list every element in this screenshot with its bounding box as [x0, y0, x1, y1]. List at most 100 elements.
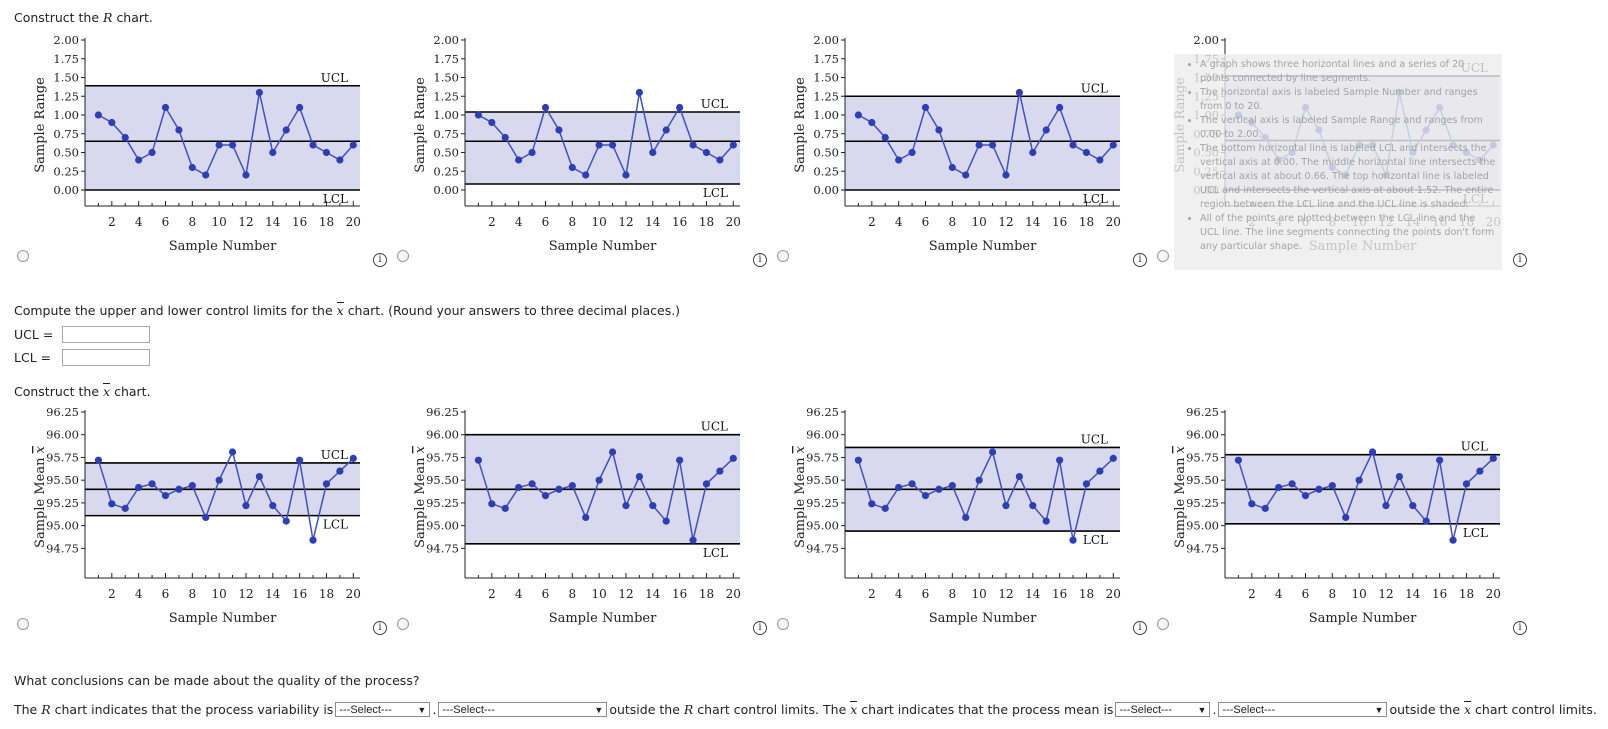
- lcl-input[interactable]: [62, 349, 150, 366]
- xbar-outside-select[interactable]: ---Select--- ▼: [1218, 702, 1388, 717]
- data-point: [228, 141, 237, 149]
- data-point: [349, 141, 357, 149]
- data-point: [1422, 517, 1430, 525]
- lcl-label: LCL: [703, 186, 728, 200]
- x-tick-label: 2: [1248, 587, 1256, 601]
- y-axis-title-symbol: x: [1173, 445, 1188, 453]
- data-point: [689, 141, 697, 149]
- x-tick-label: 4: [515, 587, 523, 601]
- y-tick-label: 1.75: [1193, 52, 1219, 66]
- xbar-chart-radio-3[interactable]: [777, 618, 789, 630]
- x-tick-label: 18: [319, 215, 334, 229]
- x-tick-label: 2: [868, 587, 876, 601]
- y-tick-label: 0.75: [53, 127, 79, 141]
- x-tick-label: 20: [726, 215, 741, 229]
- ucl-label: UCL: [1081, 81, 1108, 95]
- data-point: [148, 148, 156, 157]
- lcl-label: LCL: [323, 192, 348, 206]
- data-point: [716, 467, 724, 475]
- r-chart-option-4: UCLLCL0.000.250.500.751.001.251.501.752.…: [1173, 33, 1501, 254]
- x-axis-title: Sample Number: [169, 611, 277, 626]
- data-point: [1275, 483, 1283, 492]
- x-tick-label: 2: [1248, 215, 1256, 229]
- y-tick-label: 95.75: [426, 450, 459, 464]
- xbar-chart-info-icon-2[interactable]: i: [753, 621, 767, 635]
- data-point: [296, 456, 304, 464]
- data-point: [1096, 156, 1104, 164]
- data-point: [635, 472, 643, 481]
- x-tick-label: 6: [922, 587, 930, 601]
- r-chart-radio-3[interactable]: [777, 250, 789, 262]
- data-point: [962, 513, 970, 522]
- y-axis-title: Sample Range: [33, 77, 48, 173]
- x-tick-label: 14: [1405, 587, 1421, 601]
- x-tick-label: 6: [1302, 587, 1310, 601]
- y-axis-title-text: Sample Mean: [1173, 453, 1188, 548]
- x-tick-label: 12: [998, 215, 1013, 229]
- y-tick-label: 1.00: [1193, 108, 1219, 122]
- data-point: [635, 88, 643, 97]
- x-tick-label: 18: [699, 587, 714, 601]
- x-tick-label: 4: [135, 587, 143, 601]
- data-point: [568, 482, 576, 490]
- y-axis-title: Sample Range: [793, 77, 808, 173]
- dropdown-arrow-icon: ▼: [594, 704, 604, 715]
- x-tick-label: 16: [1432, 215, 1447, 229]
- mean-select[interactable]: ---Select--- ▼: [1115, 702, 1211, 717]
- x-tick-label: 12: [618, 587, 633, 601]
- r-chart-radio-1[interactable]: [17, 250, 29, 262]
- xbar-chart-radio-4[interactable]: [1157, 618, 1169, 630]
- data-point: [1328, 482, 1336, 490]
- data-point: [108, 500, 116, 508]
- conclusion-text: chart indicates that the process mean is: [861, 702, 1114, 717]
- y-tick-label: 0.50: [1193, 146, 1219, 160]
- y-axis-title: Sample Range: [413, 77, 428, 173]
- xbar-chart-info-icon-3[interactable]: i: [1133, 621, 1147, 635]
- r-chart-info-icon-1[interactable]: i: [373, 253, 387, 267]
- r-chart-radio-2[interactable]: [397, 250, 409, 262]
- data-point: [1449, 141, 1457, 149]
- y-tick-label: 95.00: [46, 519, 79, 533]
- data-point: [649, 148, 657, 157]
- y-axis-title: Sample Mean x: [793, 445, 808, 548]
- y-tick-label: 2.00: [813, 33, 839, 47]
- variability-select[interactable]: ---Select--- ▼: [335, 702, 431, 717]
- r-chart-info-icon-3[interactable]: i: [1133, 253, 1147, 267]
- data-point: [1462, 480, 1471, 488]
- lcl-label: LCL =: [14, 350, 52, 365]
- y-tick-label: 95.75: [1186, 450, 1219, 464]
- data-point: [135, 483, 143, 492]
- xbar-chart-info-icon-1[interactable]: i: [373, 621, 387, 635]
- r-outside-select[interactable]: ---Select--- ▼: [438, 702, 608, 717]
- y-tick-label: 1.00: [813, 108, 839, 122]
- r-chart-radio-4[interactable]: [1157, 250, 1169, 262]
- conclusion-text: outside the: [1389, 702, 1461, 717]
- y-tick-label: 95.75: [46, 450, 79, 464]
- data-point: [1436, 456, 1444, 464]
- data-point: [1301, 492, 1310, 500]
- control-region: [85, 85, 360, 190]
- x-axis-title: Sample Number: [549, 611, 657, 626]
- xbar-chart-info-icon-4[interactable]: i: [1513, 621, 1527, 635]
- x-tick-label: 14: [1025, 587, 1041, 601]
- data-point: [1462, 148, 1471, 157]
- x-tick-label: 10: [592, 587, 607, 601]
- r-chart-info-icon-4[interactable]: i: [1513, 253, 1527, 267]
- data-point: [881, 133, 889, 142]
- xbar-chart-radio-2[interactable]: [397, 618, 409, 630]
- r-chart-info-icon-2[interactable]: i: [753, 253, 767, 267]
- ucl-input[interactable]: [62, 326, 150, 343]
- r-chart-option-2: UCL LCL 0.00 0.25 0.50 0.75 1.00 1.25 1.50 1.75 2.…: [413, 33, 741, 254]
- r-chart-prompt: Construct the R chart.: [14, 10, 153, 25]
- x-tick-label: 18: [319, 587, 334, 601]
- xbar-chart-option-2: UCL LCL 94.75 95.00 95.25 95.50 95.75 96.00 96.2…: [413, 405, 741, 626]
- x-prompt-text: Construct the: [14, 384, 100, 399]
- x-tick-label: 10: [212, 215, 227, 229]
- data-point: [1248, 118, 1256, 127]
- data-point: [1002, 502, 1010, 510]
- data-point: [1015, 88, 1023, 97]
- xbar-symbol: x: [1464, 701, 1472, 717]
- data-point: [921, 103, 930, 112]
- xbar-chart-radio-1[interactable]: [17, 618, 29, 630]
- data-point: [595, 476, 603, 484]
